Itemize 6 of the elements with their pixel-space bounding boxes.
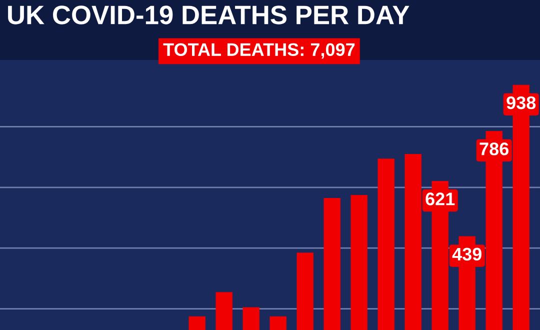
data-label: 621 [426, 192, 455, 206]
text: TOTAL DEATHS: 7,097 [163, 43, 355, 59]
data-label: 439 [452, 248, 482, 261]
chart-title: UK COVID-19 DEATHS PER DAY [8, 6, 410, 24]
data-label: 938 [506, 96, 536, 110]
data-label: 786 [480, 142, 509, 156]
